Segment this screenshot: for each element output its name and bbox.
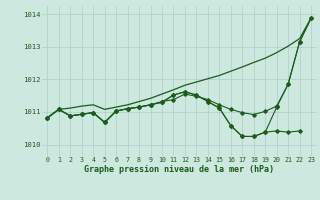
X-axis label: Graphe pression niveau de la mer (hPa): Graphe pression niveau de la mer (hPa) (84, 165, 274, 174)
